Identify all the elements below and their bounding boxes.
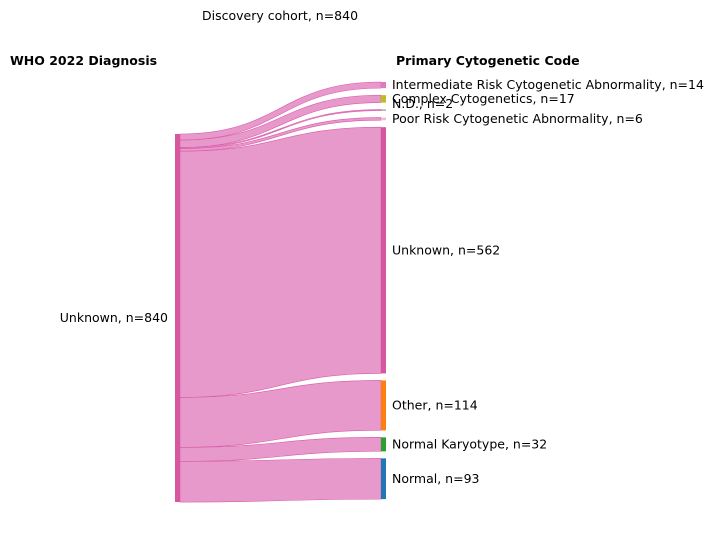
target-node-n-d bbox=[381, 109, 386, 111]
link-to-normal bbox=[179, 458, 382, 503]
target-label-other: Other, n=114 bbox=[392, 397, 478, 412]
target-label-unknown: Unknown, n=562 bbox=[392, 242, 500, 257]
link-to-complex-cytogenetics bbox=[179, 94, 382, 148]
right-column-header: Primary Cytogenetic Code bbox=[396, 53, 580, 68]
chart-title: Discovery cohort, n=840 bbox=[202, 8, 358, 23]
target-node-complex-cytogenetics bbox=[381, 95, 386, 103]
target-label-poor-risk-cytogenetic-abnormality: Poor Risk Cytogenetic Abnormality, n=6 bbox=[392, 111, 643, 126]
sankey-nodes bbox=[175, 82, 386, 502]
link-to-n-d bbox=[179, 109, 382, 149]
link-to-other bbox=[179, 380, 382, 448]
target-node-normal bbox=[381, 458, 386, 500]
source-node-unknown bbox=[175, 134, 180, 502]
target-label-normal: Normal, n=93 bbox=[392, 471, 479, 486]
target-label-normal-karyotype: Normal Karyotype, n=32 bbox=[392, 436, 547, 451]
target-label-intermediate-risk-cytogenetic-abnormality: Intermediate Risk Cytogenetic Abnormalit… bbox=[392, 77, 704, 92]
target-node-poor-risk-cytogenetic-abnormality bbox=[381, 117, 386, 121]
sankey-links bbox=[179, 81, 382, 503]
target-label-n-d: N.D., n=2 bbox=[392, 96, 453, 111]
target-node-unknown bbox=[381, 127, 386, 374]
sankey-labels: Unknown, n=840 Intermediate Risk Cytogene… bbox=[60, 77, 704, 486]
target-label-complex-cytogenetics: Complex Cytogenetics, n=17 bbox=[392, 91, 575, 106]
link-to-poor-risk-cytogenetic-abnormality bbox=[179, 117, 382, 152]
source-label-unknown: Unknown, n=840 bbox=[60, 310, 168, 325]
link-to-normal-karyotype bbox=[179, 437, 382, 462]
target-node-normal-karyotype bbox=[381, 437, 386, 452]
link-to-unknown bbox=[179, 126, 382, 398]
left-column-header: WHO 2022 Diagnosis bbox=[10, 53, 157, 68]
target-node-intermediate-risk-cytogenetic-abnormality bbox=[381, 82, 386, 89]
target-node-other bbox=[381, 380, 386, 431]
